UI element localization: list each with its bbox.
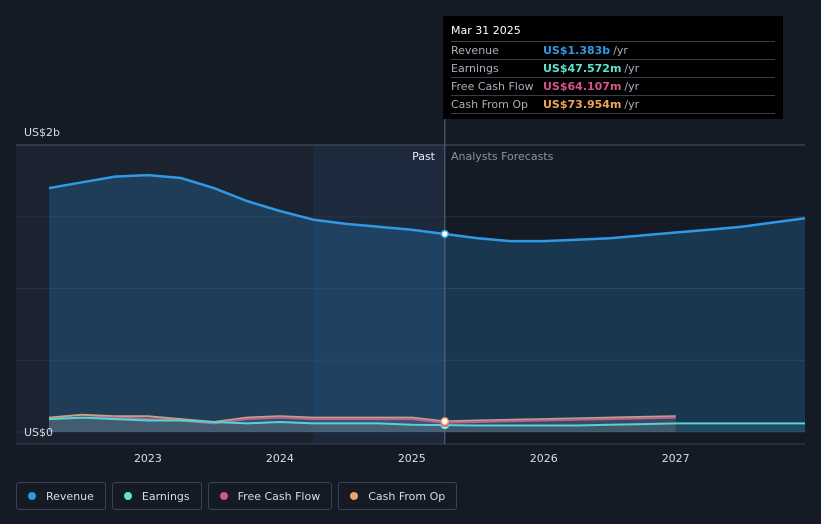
earnings-dot-icon [123, 492, 132, 500]
gridlines [16, 144, 805, 445]
tooltip-unit: /yr [613, 44, 628, 57]
earnings-area [49, 417, 805, 432]
tooltip-row-earnings: Earnings US$47.572m /yr [451, 60, 775, 78]
tooltip-unit: /yr [624, 98, 640, 111]
legend-label: Revenue [46, 489, 94, 503]
tooltip-label: Earnings [451, 62, 499, 75]
revenue-area [49, 175, 805, 432]
legend-item-earnings[interactable]: Earnings [111, 482, 202, 510]
tooltip-date: Mar 31 2025 [451, 24, 775, 42]
tooltip-value: US$47.572m [543, 62, 622, 75]
tooltip-value: US$73.954m [543, 98, 622, 111]
revenue-dot-icon [28, 492, 36, 500]
tooltip-label: Cash From Op [451, 98, 529, 111]
chart-area: US$2b US$0 Past Analysts Forecasts 2023 2… [16, 100, 806, 465]
legend-label: Cash From Op [368, 489, 446, 503]
tooltip-value: US$1.383b [543, 44, 611, 57]
earnings-line [48, 416, 805, 427]
x-tick-label: 2025 [398, 452, 426, 465]
free-cash-flow-line [48, 416, 676, 425]
legend-item-revenue[interactable]: Revenue [16, 482, 106, 510]
x-tick-label: 2024 [266, 452, 294, 465]
revenue-line [48, 173, 806, 243]
axis-labels: US$2b US$0 Past Analysts Forecasts [24, 126, 554, 439]
legend-item-cash-from-op[interactable]: Cash From Op [338, 482, 458, 510]
legend-label: Earnings [141, 489, 190, 503]
tooltip-unit: /yr [624, 80, 640, 93]
x-tick-label: 2026 [530, 452, 558, 465]
tooltip-label: Revenue [451, 44, 499, 57]
chart-legend: Revenue Earnings Free Cash Flow Cash Fro… [16, 482, 458, 510]
legend-item-free-cash-flow[interactable]: Free Cash Flow [207, 482, 333, 510]
highlight-markers [440, 100, 450, 444]
forecast-label: Analysts Forecasts [451, 150, 554, 163]
y-axis-top-label: US$2b [24, 126, 60, 139]
x-tick-label: 2023 [134, 452, 162, 465]
tooltip-label: Free Cash Flow [451, 80, 534, 93]
tooltip-row-cash-from-op: Cash From Op US$73.954m /yr [451, 96, 775, 114]
cash-from-op-dot-icon [350, 492, 359, 500]
cash-from-op-point [440, 417, 450, 426]
hover-tooltip: Mar 31 2025 Revenue US$1.383b /yr Earnin… [443, 16, 783, 119]
x-axis-ticks: 2023 2024 2025 2026 2027 [134, 452, 690, 465]
legend-label: Free Cash Flow [237, 489, 321, 503]
tooltip-row-free-cash-flow: Free Cash Flow US$64.107m /yr [451, 78, 775, 96]
revenue-point [440, 229, 450, 239]
tooltip-value: US$64.107m [543, 80, 622, 93]
tooltip-unit: /yr [624, 62, 640, 75]
past-label: Past [412, 150, 436, 163]
y-axis-bottom-label: US$0 [24, 426, 53, 439]
free-cash-flow-dot-icon [219, 492, 228, 500]
cash-from-op-line [48, 413, 676, 423]
highlight-band [312, 145, 445, 444]
series-layer [48, 173, 806, 432]
x-tick-label: 2027 [662, 452, 690, 465]
tooltip-row-revenue: Revenue US$1.383b /yr [451, 42, 775, 60]
